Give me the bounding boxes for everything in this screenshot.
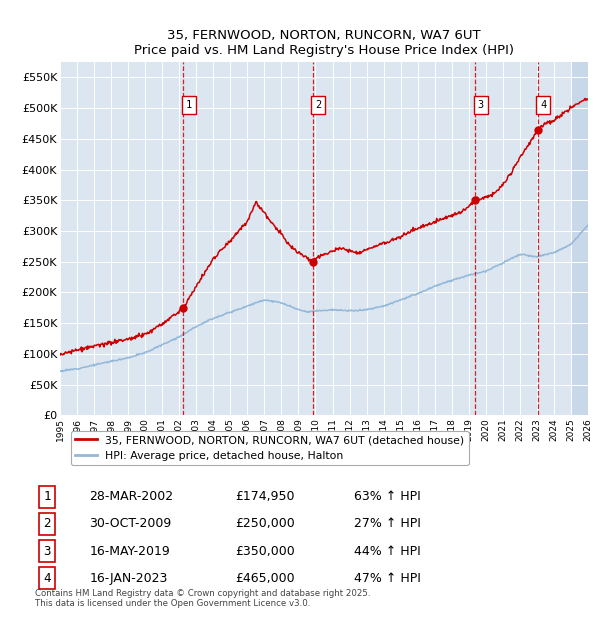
- Text: 47% ↑ HPI: 47% ↑ HPI: [354, 572, 421, 585]
- Text: £250,000: £250,000: [235, 518, 295, 530]
- Text: 1: 1: [44, 490, 51, 503]
- Text: 16-JAN-2023: 16-JAN-2023: [89, 572, 168, 585]
- Text: 63% ↑ HPI: 63% ↑ HPI: [354, 490, 421, 503]
- Text: 44% ↑ HPI: 44% ↑ HPI: [354, 544, 421, 557]
- Text: 2: 2: [315, 100, 322, 110]
- Text: 3: 3: [478, 100, 484, 110]
- Text: 16-MAY-2019: 16-MAY-2019: [89, 544, 170, 557]
- Bar: [571, 62, 596, 415]
- Text: 4: 4: [44, 572, 51, 585]
- Text: 3: 3: [44, 544, 51, 557]
- Text: 27% ↑ HPI: 27% ↑ HPI: [354, 518, 421, 530]
- Text: 1: 1: [185, 100, 192, 110]
- Text: £174,950: £174,950: [235, 490, 295, 503]
- Text: Contains HM Land Registry data © Crown copyright and database right 2025.
This d: Contains HM Land Registry data © Crown c…: [35, 589, 371, 608]
- Bar: [571, 62, 596, 415]
- Legend: 35, FERNWOOD, NORTON, RUNCORN, WA7 6UT (detached house), HPI: Average price, det: 35, FERNWOOD, NORTON, RUNCORN, WA7 6UT (…: [71, 431, 469, 465]
- Text: £465,000: £465,000: [235, 572, 295, 585]
- Text: 2: 2: [44, 518, 51, 530]
- Text: 4: 4: [540, 100, 547, 110]
- Title: 35, FERNWOOD, NORTON, RUNCORN, WA7 6UT
Price paid vs. HM Land Registry's House P: 35, FERNWOOD, NORTON, RUNCORN, WA7 6UT P…: [134, 29, 514, 56]
- Text: 28-MAR-2002: 28-MAR-2002: [89, 490, 173, 503]
- Text: 30-OCT-2009: 30-OCT-2009: [89, 518, 172, 530]
- Text: £350,000: £350,000: [235, 544, 295, 557]
